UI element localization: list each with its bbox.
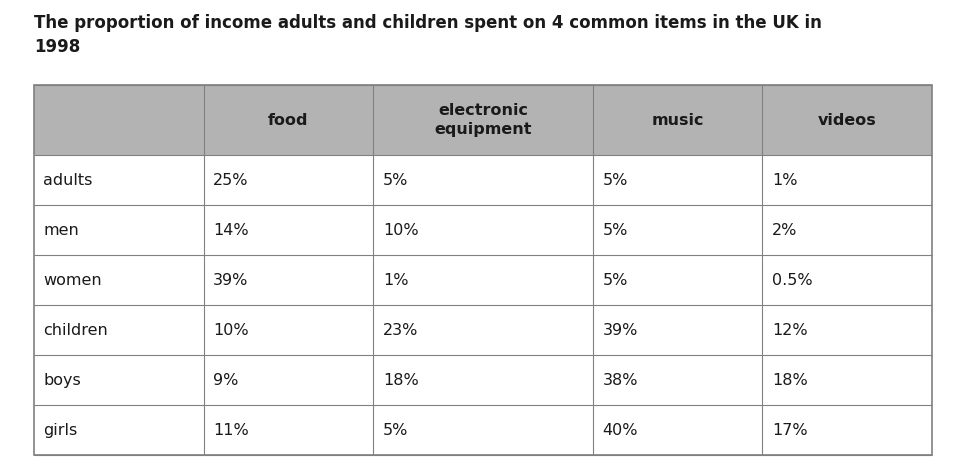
Text: The proportion of income adults and children spent on 4 common items in the UK i: The proportion of income adults and chil… (34, 14, 822, 56)
Bar (34, 85, 932, 455)
Bar (204, 155, 373, 205)
Bar (34, 255, 204, 305)
Text: boys: boys (43, 373, 81, 388)
Bar (204, 405, 373, 455)
Bar (593, 85, 762, 155)
Bar (204, 305, 373, 355)
Bar (762, 85, 932, 155)
Bar (762, 155, 932, 205)
Text: 5%: 5% (383, 173, 409, 188)
Text: adults: adults (43, 173, 93, 188)
Bar (204, 205, 373, 255)
Text: 0.5%: 0.5% (772, 273, 812, 288)
Text: videos: videos (818, 113, 877, 127)
Bar (373, 255, 593, 305)
Bar (762, 205, 932, 255)
Text: 5%: 5% (603, 273, 628, 288)
Text: 39%: 39% (213, 273, 248, 288)
Bar (34, 355, 204, 405)
Text: 1%: 1% (383, 273, 409, 288)
Text: 10%: 10% (213, 323, 249, 338)
Text: 9%: 9% (213, 373, 239, 388)
Bar (34, 205, 204, 255)
Bar (762, 255, 932, 305)
Bar (593, 355, 762, 405)
Bar (762, 405, 932, 455)
Bar (373, 305, 593, 355)
Text: 1%: 1% (772, 173, 798, 188)
Text: 5%: 5% (603, 173, 628, 188)
Bar (204, 355, 373, 405)
Text: 23%: 23% (383, 323, 418, 338)
Bar (34, 305, 204, 355)
Text: 40%: 40% (603, 423, 638, 438)
Text: 2%: 2% (772, 223, 798, 238)
Text: 14%: 14% (213, 223, 249, 238)
Text: 5%: 5% (603, 223, 628, 238)
Bar (593, 205, 762, 255)
Text: 25%: 25% (213, 173, 248, 188)
Text: electronic
equipment: electronic equipment (435, 103, 531, 137)
Bar (204, 85, 373, 155)
Bar (593, 155, 762, 205)
Bar (593, 405, 762, 455)
Bar (373, 155, 593, 205)
Text: 11%: 11% (213, 423, 249, 438)
Bar (34, 85, 204, 155)
Text: 38%: 38% (603, 373, 638, 388)
Bar (204, 255, 373, 305)
Text: 5%: 5% (383, 423, 409, 438)
Bar (373, 85, 593, 155)
Bar (762, 355, 932, 405)
Text: 18%: 18% (772, 373, 808, 388)
Text: 17%: 17% (772, 423, 808, 438)
Text: 18%: 18% (383, 373, 418, 388)
Bar (373, 405, 593, 455)
Bar (762, 305, 932, 355)
Text: 12%: 12% (772, 323, 808, 338)
Text: music: music (651, 113, 704, 127)
Bar (373, 205, 593, 255)
Bar (34, 405, 204, 455)
Bar (593, 255, 762, 305)
Bar (593, 305, 762, 355)
Text: girls: girls (43, 423, 77, 438)
Bar (373, 355, 593, 405)
Bar (34, 155, 204, 205)
Text: men: men (43, 223, 79, 238)
Text: children: children (43, 323, 108, 338)
Text: 39%: 39% (603, 323, 638, 338)
Text: food: food (269, 113, 308, 127)
Text: women: women (43, 273, 102, 288)
Text: 10%: 10% (383, 223, 418, 238)
